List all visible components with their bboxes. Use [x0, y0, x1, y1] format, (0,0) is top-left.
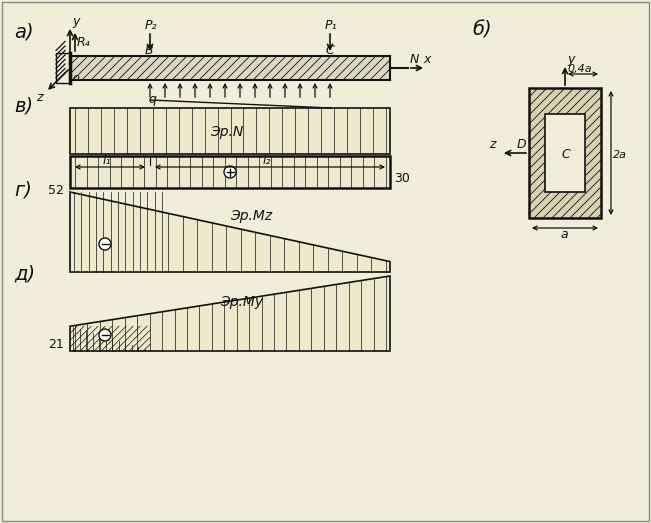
Text: д): д)	[14, 265, 35, 284]
Polygon shape	[70, 192, 390, 272]
Text: P₁: P₁	[325, 19, 337, 32]
Polygon shape	[70, 276, 390, 351]
Text: D: D	[517, 138, 527, 151]
Text: x: x	[423, 53, 430, 66]
Bar	[70, 56, 390, 80]
Text: N: N	[410, 53, 419, 66]
Bar	[545, 114, 585, 192]
Text: z: z	[36, 91, 42, 104]
Text: z: z	[489, 138, 495, 151]
Circle shape	[224, 166, 236, 178]
Text: P₂: P₂	[145, 19, 158, 32]
Text: 2a: 2a	[613, 150, 627, 160]
Text: в): в)	[14, 97, 33, 116]
Bar	[70, 108, 390, 154]
Text: y: y	[72, 15, 79, 28]
Bar	[56, 53, 70, 83]
Text: a: a	[560, 228, 568, 241]
Text: 0,4a: 0,4a	[567, 64, 592, 74]
Text: l₂: l₂	[263, 154, 271, 167]
Bar	[70, 156, 390, 188]
Text: 30: 30	[394, 172, 410, 185]
Text: C: C	[561, 148, 570, 161]
Circle shape	[99, 238, 111, 250]
Text: R₄: R₄	[77, 36, 90, 49]
Text: y: y	[567, 53, 574, 66]
Text: б): б)	[472, 21, 492, 40]
Text: Эp.Mz: Эp.Mz	[230, 209, 272, 223]
Text: Эp.My: Эp.My	[220, 295, 263, 309]
Text: Эp.N: Эp.N	[210, 125, 243, 139]
Text: l₁: l₁	[103, 154, 111, 167]
Text: o: o	[72, 73, 79, 83]
Circle shape	[99, 329, 111, 341]
Text: а): а)	[14, 23, 34, 42]
Text: 21: 21	[48, 338, 64, 351]
Text: q: q	[148, 93, 156, 106]
Text: 52: 52	[48, 184, 64, 197]
Text: г): г)	[14, 181, 32, 200]
Text: C: C	[325, 44, 334, 57]
Bar	[529, 88, 601, 218]
Text: B: B	[145, 44, 154, 57]
